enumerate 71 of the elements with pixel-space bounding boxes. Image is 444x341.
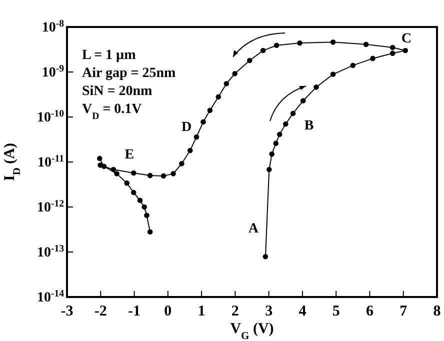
y-tick-label: 10$^{-13}$ — [36, 242, 64, 260]
x-tick-label: -2 — [94, 304, 107, 320]
point — [124, 180, 130, 186]
point — [282, 121, 288, 127]
point — [402, 48, 408, 54]
point — [96, 156, 102, 162]
point — [266, 166, 272, 172]
point — [179, 160, 184, 166]
point — [232, 70, 238, 76]
y-tick-label: 10$^{-10}$ — [36, 108, 64, 126]
point — [101, 164, 107, 169]
annotation: C — [401, 32, 412, 47]
annotation: A — [248, 222, 260, 237]
point — [170, 171, 176, 176]
point — [276, 132, 282, 138]
point — [274, 42, 280, 48]
point — [297, 40, 302, 46]
point — [262, 254, 268, 260]
point — [187, 148, 193, 154]
point — [137, 198, 143, 204]
point — [160, 173, 166, 179]
x-tick-label: 5 — [332, 304, 340, 320]
point — [330, 72, 336, 77]
point — [247, 58, 252, 64]
point — [216, 94, 222, 100]
point — [224, 81, 230, 86]
x-tick-label: -1 — [128, 304, 141, 320]
point — [142, 204, 148, 210]
point — [363, 42, 369, 48]
point — [300, 98, 306, 104]
x-tick-label: 3 — [265, 304, 273, 320]
annotation: D — [181, 120, 192, 136]
y-tick-label: 10$^{-9}$ — [42, 62, 64, 80]
x-tick-label: 4 — [298, 304, 307, 320]
annotation: E — [124, 148, 134, 163]
point — [390, 44, 396, 50]
point — [147, 172, 153, 178]
point — [147, 229, 153, 235]
point — [273, 140, 279, 146]
y-tick-label: 10$^{-8}$ — [42, 18, 64, 36]
annotation: Air gap = 25nm — [82, 66, 176, 81]
x-tick-label: 8 — [433, 304, 441, 320]
point — [194, 134, 200, 140]
point — [114, 171, 120, 176]
x-tick-label: 2 — [231, 304, 239, 320]
x-axis-title: V$_{G}$ (V) — [230, 321, 274, 341]
point — [207, 108, 213, 114]
point — [130, 170, 136, 176]
point — [350, 62, 356, 68]
point — [130, 190, 136, 196]
x-tick-label: 1 — [198, 304, 206, 320]
point — [314, 84, 319, 90]
point — [330, 40, 336, 45]
annotation: SiN = 20nm — [82, 84, 153, 99]
annotation: V$_{D}$ = 0.1V — [82, 102, 142, 122]
x-tick-label: 0 — [164, 304, 172, 320]
point — [390, 50, 396, 56]
point — [144, 212, 150, 218]
point — [370, 56, 376, 62]
point — [290, 110, 296, 116]
annotation: L = 1 µm — [82, 48, 136, 63]
point — [200, 119, 206, 124]
point — [260, 48, 266, 54]
x-tick-label: 6 — [366, 304, 374, 320]
x-tick-label: -3 — [60, 304, 74, 320]
annotation: B — [304, 118, 314, 134]
y-tick-label: 10$^{-14}$ — [36, 288, 64, 306]
y-tick-label: 10$^{-11}$ — [37, 152, 64, 170]
x-tick-label: 7 — [400, 304, 408, 320]
y-tick-label: 10$^{-12}$ — [36, 198, 64, 216]
point — [269, 151, 274, 157]
